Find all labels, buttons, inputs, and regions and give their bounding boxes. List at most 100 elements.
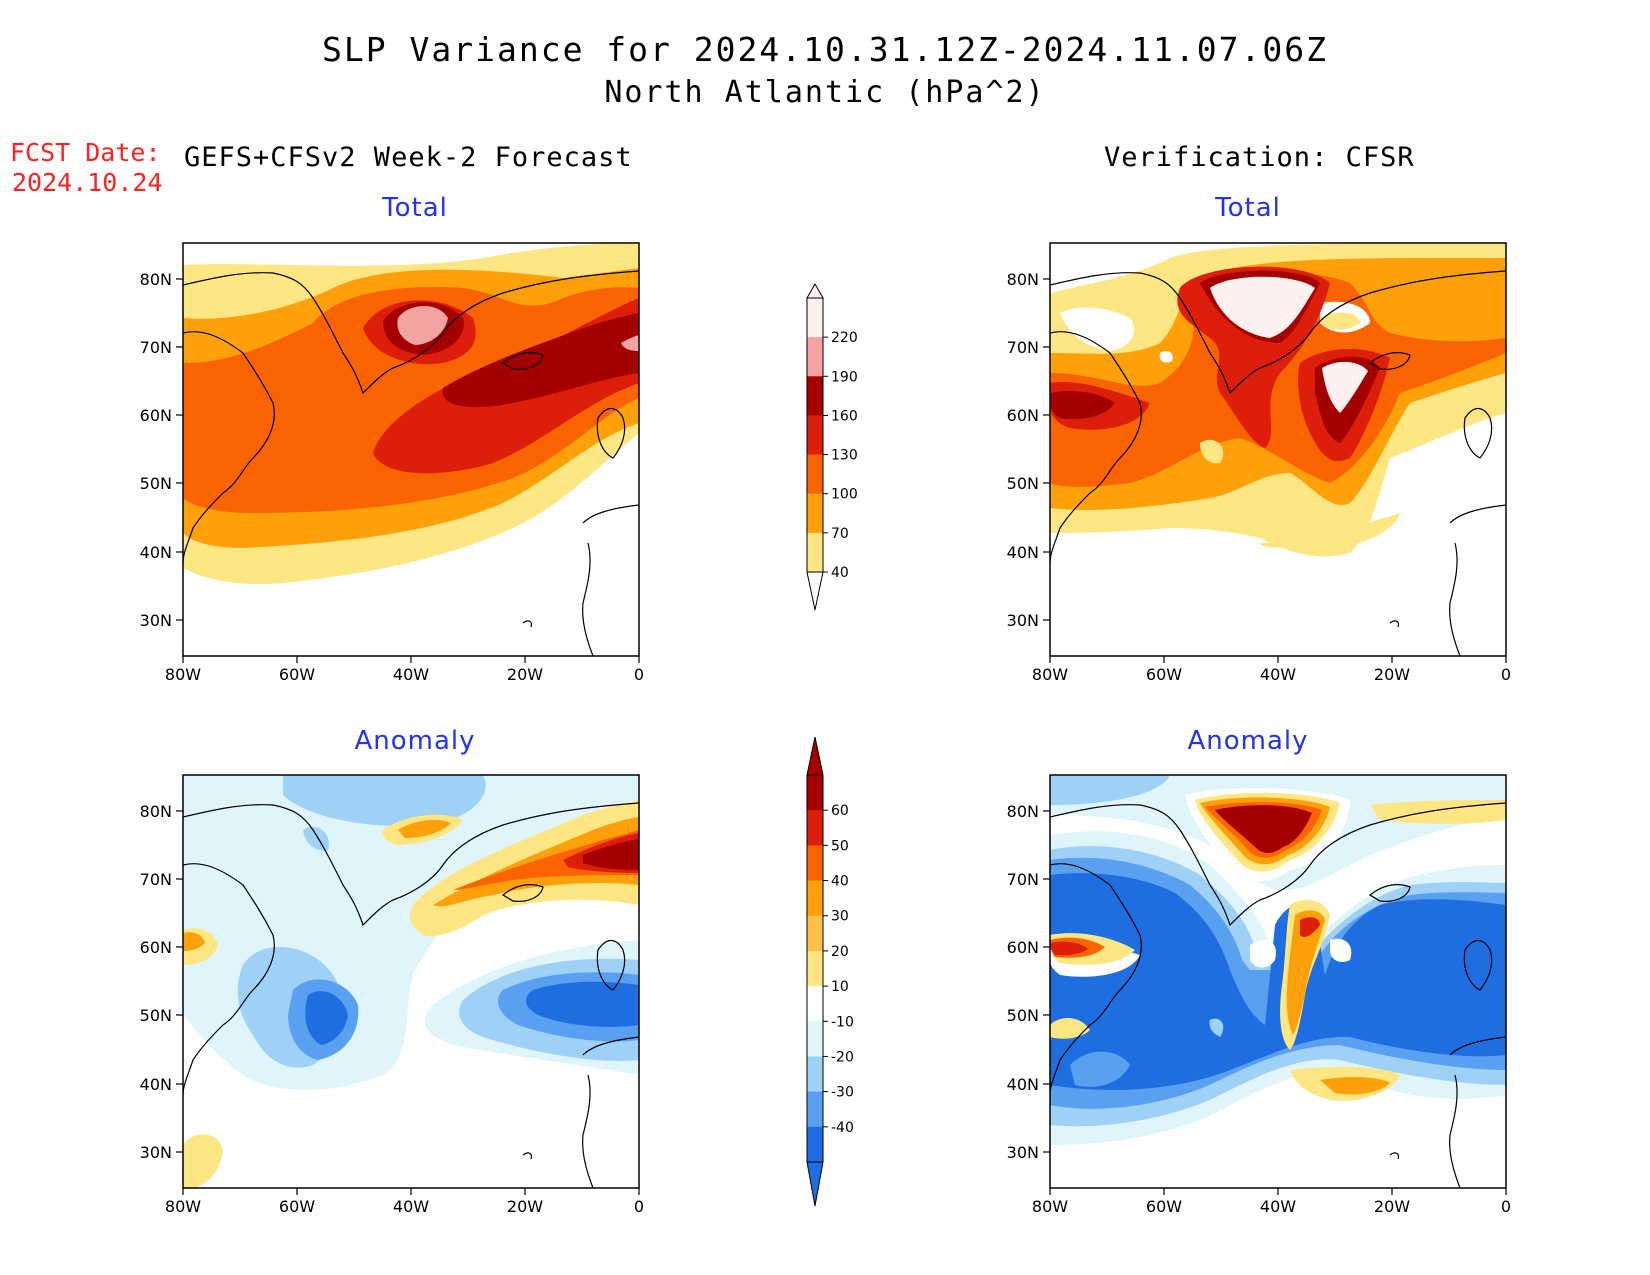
colorbar-swatch [807, 810, 823, 846]
colorbar-swatch [807, 950, 823, 987]
colorbar-label: 100 [831, 487, 858, 503]
lon-tick-label: 20W [1374, 665, 1410, 684]
lat-tick-label: 40N [140, 543, 172, 562]
lat-tick-label: 70N [1007, 870, 1039, 889]
lat-tick-label: 30N [1007, 1143, 1039, 1162]
lat-tick-label: 50N [1007, 474, 1039, 493]
lat-tick-label: 40N [140, 1075, 172, 1094]
colorbar-swatch [807, 454, 823, 495]
main-title: SLP Variance for 2024.10.31.12Z-2024.11.… [322, 30, 1328, 69]
lon-tick-label: 80W [165, 1197, 201, 1216]
lat-tick-label: 60N [140, 938, 172, 957]
colorbar-label: 10 [831, 979, 849, 995]
lon-tick-label: 40W [1260, 665, 1296, 684]
colorbar-label: 190 [831, 369, 858, 385]
lat-tick-label: 70N [140, 870, 172, 889]
lon-tick-label: 80W [165, 665, 201, 684]
lon-tick-label: 60W [1146, 665, 1182, 684]
lat-tick-label: 70N [1007, 338, 1039, 357]
colorbar-swatch [807, 1021, 823, 1057]
colorbar-swatch [807, 845, 823, 882]
colorbar-swatch [807, 493, 823, 534]
lon-tick-label: 0 [1501, 1197, 1511, 1216]
lat-tick-label: 80N [1007, 270, 1039, 289]
colorbar-label: 60 [831, 803, 849, 819]
lat-tick-label: 30N [140, 611, 172, 630]
colorbar-label: -10 [831, 1014, 854, 1030]
colorbar-bottom-arrow [806, 571, 824, 611]
colorbar-swatch [807, 337, 823, 377]
lon-tick-label: 20W [507, 665, 543, 684]
forecast-total-title: Total [382, 193, 448, 223]
fcst-date-label: FCST Date: [10, 138, 161, 167]
lon-tick-label: 20W [1374, 1197, 1410, 1216]
lat-tick-label: 50N [140, 474, 172, 493]
lat-tick-label: 60N [1007, 938, 1039, 957]
lat-tick-label: 50N [140, 1006, 172, 1025]
colorbar-label: 40 [831, 565, 849, 581]
verification-anomaly-map [1049, 774, 1507, 1189]
colorbar-bottom-arrow [806, 1161, 824, 1207]
verification-total-title: Total [1215, 193, 1281, 223]
colorbar-swatch [807, 880, 823, 917]
lat-tick-label: 40N [1007, 1075, 1039, 1094]
lon-tick-label: 80W [1032, 665, 1068, 684]
lat-tick-label: 30N [1007, 611, 1039, 630]
colorbar-label: 30 [831, 909, 849, 925]
lat-tick-label: 80N [140, 802, 172, 821]
lon-tick-label: 0 [1501, 665, 1511, 684]
verification-anomaly-title: Anomaly [1187, 726, 1309, 756]
lat-tick-label: 60N [140, 406, 172, 425]
colorbar-swatch [807, 986, 823, 1022]
lat-tick-label: 80N [1007, 802, 1039, 821]
colorbar-top-arrow [806, 282, 824, 299]
lon-tick-label: 60W [279, 1197, 315, 1216]
colorbar-swatch [807, 376, 823, 416]
colorbar-label: 20 [831, 944, 849, 960]
lat-tick-label: 40N [1007, 543, 1039, 562]
lon-tick-label: 0 [634, 1197, 644, 1216]
lat-tick-label: 70N [140, 338, 172, 357]
colorbar-swatch [807, 915, 823, 952]
colorbar-swatch [807, 532, 823, 573]
forecast-total-map [182, 242, 640, 657]
lon-tick-label: 0 [634, 665, 644, 684]
colorbar-swatch [807, 1126, 823, 1163]
colorbar-label: -20 [831, 1049, 854, 1065]
colorbar-swatch [807, 1056, 823, 1093]
lon-tick-label: 40W [393, 1197, 429, 1216]
colorbar-label: 40 [831, 874, 849, 890]
lat-tick-label: 60N [1007, 406, 1039, 425]
colorbar-label: 160 [831, 408, 858, 424]
colorbar-label: 220 [831, 330, 858, 346]
verification-total-map [1049, 242, 1507, 657]
main-subtitle: North Atlantic (hPa^2) [604, 75, 1046, 110]
colorbar-swatch [807, 298, 823, 338]
lon-tick-label: 40W [393, 665, 429, 684]
colorbar-label: 130 [831, 448, 858, 464]
colorbar-label: 70 [831, 526, 849, 542]
colorbar-label: 50 [831, 838, 849, 854]
lon-tick-label: 60W [279, 665, 315, 684]
colorbar-label: -30 [831, 1085, 854, 1101]
lat-tick-label: 50N [1007, 1006, 1039, 1025]
colorbar-swatch [807, 1091, 823, 1128]
forecast-anomaly-map [182, 774, 640, 1189]
lon-tick-label: 80W [1032, 1197, 1068, 1216]
map-axes: 80N 70N 60N 50N 40N 30N 80W 60W 40W 20W 0 80N 70N 60N… [140, 270, 1511, 1216]
lat-tick-label: 30N [140, 1143, 172, 1162]
colorbar-label: -40 [831, 1120, 854, 1136]
colorbar-swatch [807, 415, 823, 456]
lon-tick-label: 40W [1260, 1197, 1296, 1216]
colorbar-top-arrow [806, 736, 824, 776]
verification-column-header: Verification: CFSR [1104, 142, 1415, 173]
forecast-column-header: GEFS+CFSv2 Week-2 Forecast [184, 142, 633, 173]
lat-tick-label: 80N [140, 270, 172, 289]
colorbar-swatch [807, 775, 823, 811]
fcst-date-value: 2024.10.24 [12, 168, 163, 197]
lon-tick-label: 20W [507, 1197, 543, 1216]
anomaly-colorbar: 60 50 40 30 20 10 -10 -20 -30 -40 [806, 736, 854, 1207]
lon-tick-label: 60W [1146, 1197, 1182, 1216]
forecast-anomaly-title: Anomaly [354, 726, 476, 756]
